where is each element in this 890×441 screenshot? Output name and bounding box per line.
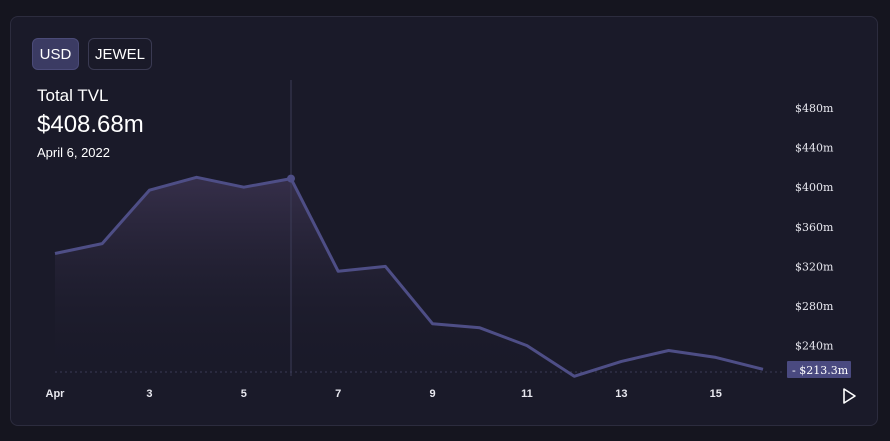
data-point[interactable] (52, 251, 58, 257)
x-tick-label: 3 (146, 388, 152, 400)
x-tick-label: 9 (430, 388, 436, 400)
y-tick-label: $240m (795, 340, 834, 353)
y-tick-label: $280m (795, 300, 834, 313)
x-tick-label: 15 (710, 388, 722, 400)
data-point[interactable] (194, 174, 200, 180)
data-point[interactable] (241, 184, 247, 190)
tvl-series-line (54, 175, 764, 378)
usd-toggle-button[interactable]: USD (32, 38, 79, 70)
x-tick-label: 11 (521, 388, 533, 400)
data-point[interactable] (618, 358, 624, 364)
y-tick-label: $320m (795, 260, 834, 273)
data-point[interactable] (524, 343, 530, 349)
tvl-date: April 6, 2022 (37, 145, 110, 160)
data-point[interactable] (146, 187, 152, 193)
data-point[interactable] (430, 321, 436, 327)
data-point[interactable] (666, 348, 672, 354)
tvl-area-fill (55, 177, 763, 377)
data-point[interactable] (99, 241, 105, 247)
current-value-badge (787, 361, 851, 378)
data-point[interactable] (760, 366, 766, 372)
data-point[interactable] (477, 325, 483, 331)
tvl-title: Total TVL (37, 86, 109, 105)
data-point[interactable] (382, 263, 388, 269)
tvl-value: $408.68m (37, 111, 144, 138)
y-tick-label: $480m (795, 102, 834, 115)
data-point[interactable] (713, 354, 719, 360)
x-tick-label: 7 (335, 388, 341, 400)
x-tick-label: 5 (241, 388, 247, 400)
current-value-label: - $213.3m (792, 364, 849, 377)
y-tick-label: $440m (795, 142, 834, 155)
x-tick-label: Apr (46, 388, 66, 400)
jewel-toggle-button[interactable]: JEWEL (88, 38, 152, 70)
x-tick-label: 13 (615, 388, 627, 400)
data-point[interactable] (335, 268, 341, 274)
y-tick-label: $400m (795, 181, 834, 194)
data-point[interactable] (571, 373, 577, 379)
data-point[interactable] (288, 176, 294, 182)
play-icon[interactable] (840, 387, 858, 405)
y-tick-label: $360m (795, 221, 834, 234)
